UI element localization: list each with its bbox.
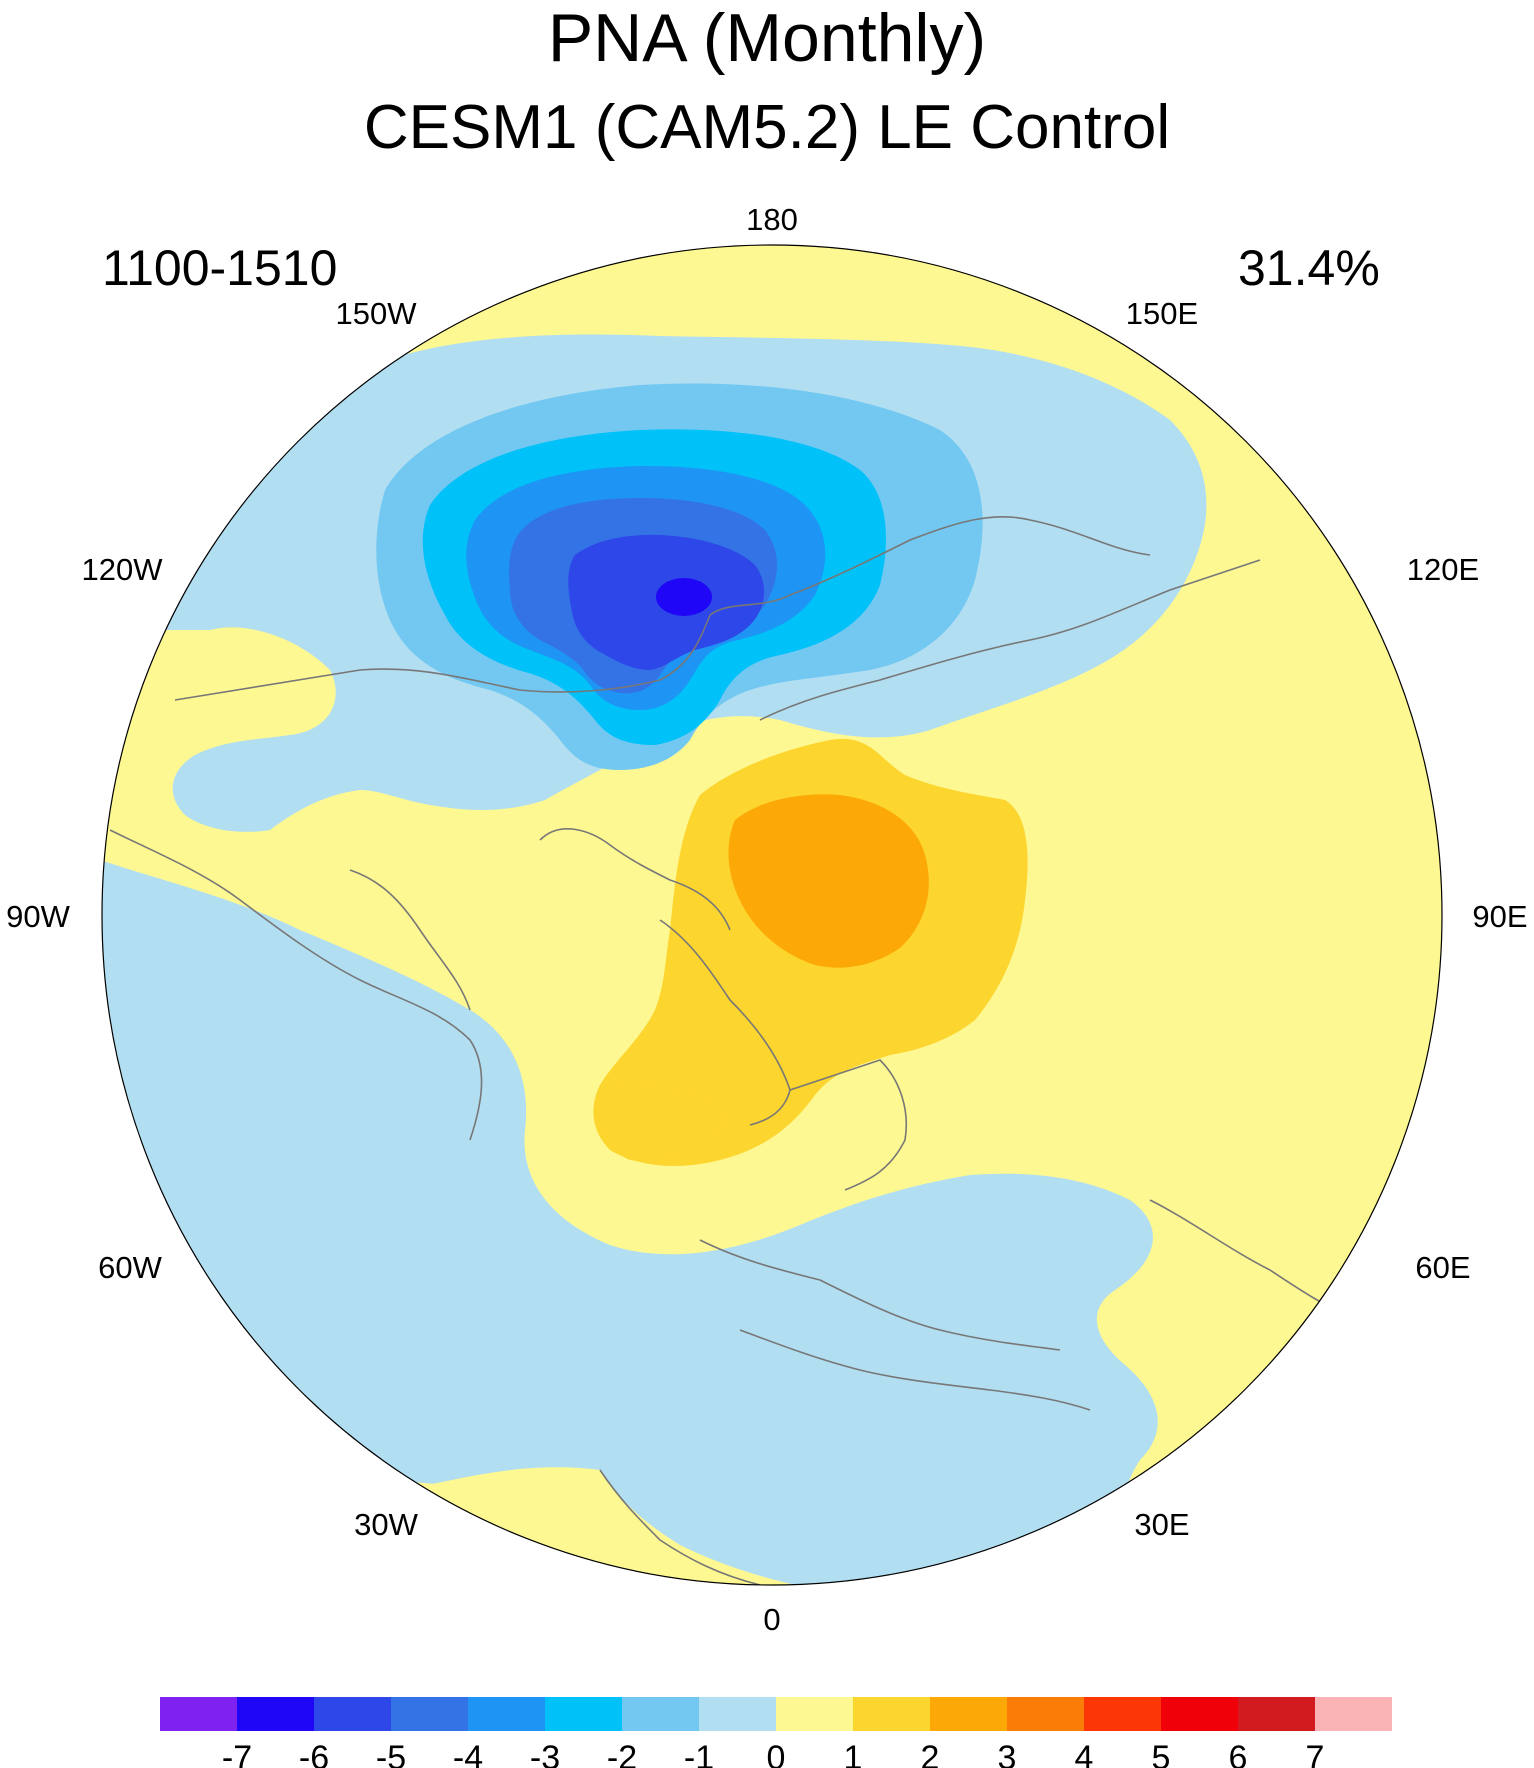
lon-label-120w: 120W: [82, 552, 164, 587]
colorbar-tick-label: -4: [453, 1739, 483, 1768]
coast-europe: [699, 1239, 1061, 1351]
colorbar-tick-label: 5: [1152, 1739, 1171, 1768]
period-label: 1100-1510: [102, 240, 338, 296]
colorbar-tick-label: 3: [998, 1739, 1017, 1768]
chart-title: PNA (Monthly): [547, 0, 987, 76]
colorbar-tick-label: -7: [222, 1739, 252, 1768]
colorbar-swatch: [1315, 1697, 1392, 1731]
colorbar-tick-label: -6: [299, 1739, 329, 1768]
field-pos-1-2-south: [598, 1082, 723, 1161]
colorbar-tick-label: -3: [530, 1739, 560, 1768]
lon-label-0: 0: [763, 1602, 780, 1637]
lon-label-30e: 30E: [1134, 1507, 1189, 1542]
field-pos-2-3: [728, 794, 929, 968]
colorbar-swatch: [699, 1697, 776, 1731]
colorbar-swatch: [314, 1697, 391, 1731]
colorbar-tick-label: -1: [684, 1739, 714, 1768]
colorbar-swatch: [1161, 1697, 1238, 1731]
lon-label-150e: 150E: [1126, 296, 1198, 331]
lon-label-90w: 90W: [6, 899, 70, 934]
field-negative-atlantic: [102, 860, 1158, 1585]
colorbar-tick-label: 6: [1229, 1739, 1248, 1768]
lon-label-60w: 60W: [98, 1250, 162, 1285]
lon-label-120e: 120E: [1407, 552, 1479, 587]
colorbar-swatch: [930, 1697, 1007, 1731]
colorbar-swatch: [468, 1697, 545, 1731]
colorbar-swatch: [160, 1697, 237, 1731]
coast-canadian-archipelago: [539, 828, 731, 931]
colorbar-swatch: [1007, 1697, 1084, 1731]
colorbar-swatch: [622, 1697, 699, 1731]
coast-siberia-north: [759, 559, 1261, 721]
colorbar-tick-label: 1: [844, 1739, 863, 1768]
colorbar-tick-label: 2: [921, 1739, 940, 1768]
globe-outline: [101, 244, 1443, 1586]
coastlines: [109, 515, 1361, 1585]
colorbar-swatch: [237, 1697, 314, 1731]
lon-label-90e: 90E: [1472, 899, 1527, 934]
colorbar-swatch: [1238, 1697, 1315, 1731]
colorbar-tick-label: 4: [1075, 1739, 1094, 1768]
colorbar-tick-label: 7: [1306, 1739, 1325, 1768]
colorbar-tick-label: -5: [376, 1739, 406, 1768]
lon-label-150w: 150W: [336, 296, 418, 331]
lon-label-180: 180: [746, 202, 798, 237]
coast-alaska-siberia: [174, 515, 1151, 701]
coast-mediterranean: [739, 1329, 1091, 1411]
colorbar-tick-label: 0: [767, 1739, 786, 1768]
colorbar-swatch: [1084, 1697, 1161, 1731]
field-neg-6-min: [656, 578, 712, 616]
colorbar: -7 -6 -5 -4 -3 -2 -1 0 1 2 3 4 5 6 7: [160, 1697, 1392, 1768]
coast-africa: [599, 1469, 761, 1585]
colorbar-swatch: [545, 1697, 622, 1731]
lon-label-30w: 30W: [354, 1507, 418, 1542]
map-field: [102, 245, 1442, 1585]
coast-scandinavia: [789, 1059, 908, 1191]
longitude-labels: 180 150E 120E 90E 60E 30E 0 30W 60W 90W …: [6, 202, 1527, 1637]
chart-subtitle: CESM1 (CAM5.2) LE Control: [363, 93, 1171, 162]
coast-north-america: [109, 829, 483, 1141]
colorbar-swatch: [776, 1697, 853, 1731]
colorbar-tick-label: -2: [607, 1739, 637, 1768]
coast-hudson-bay: [349, 869, 471, 1011]
coast-greenland: [659, 919, 791, 1126]
colorbar-swatch: [853, 1697, 930, 1731]
variance-explained-label: 31.4%: [1238, 240, 1380, 296]
colorbar-swatch: [391, 1697, 468, 1731]
lon-label-60e: 60E: [1415, 1250, 1470, 1285]
